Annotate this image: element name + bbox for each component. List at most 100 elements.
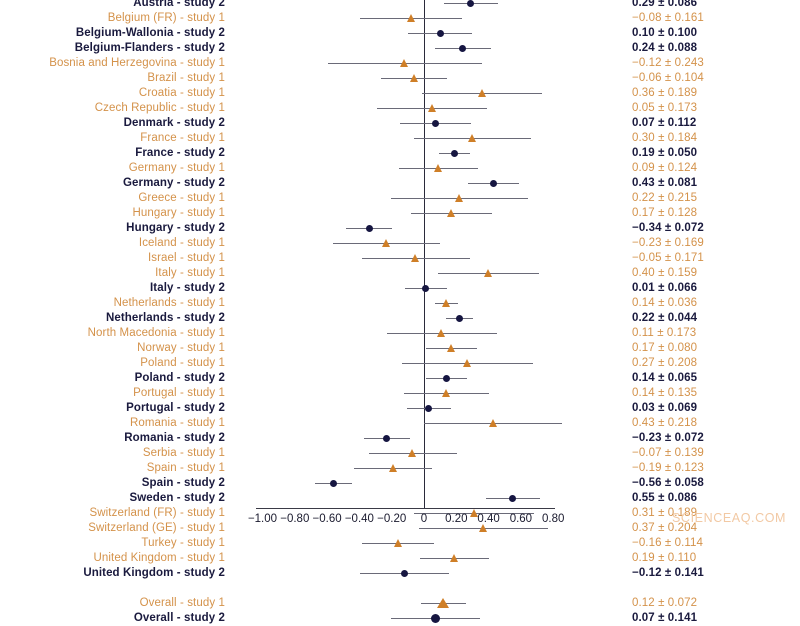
table-row: Netherlands - study 2 0.22 ± 0.044 <box>0 311 800 326</box>
study2-point-marker <box>383 434 391 442</box>
study-label: Germany - study 2 <box>122 177 225 189</box>
effect-size-value: 0.17 ± 0.080 <box>632 342 698 354</box>
study-label: United Kingdom - study 2 <box>83 567 225 579</box>
table-row: Croatia - study 1 0.36 ± 0.189 <box>0 86 800 101</box>
effect-size-value: 0.05 ± 0.173 <box>632 102 698 114</box>
study1-point-marker <box>408 448 417 457</box>
table-row: Germany - study 2 0.43 ± 0.081 <box>0 176 800 191</box>
study1-point-marker <box>484 268 493 277</box>
study2-point-marker <box>330 479 338 487</box>
study-label: Romania - study 1 <box>129 417 225 429</box>
study2-point-marker <box>436 29 444 37</box>
effect-size-value: 0.07 ± 0.112 <box>632 117 697 129</box>
study2-point-marker <box>365 224 373 232</box>
table-row: Czech Republic - study 1 0.05 ± 0.173 <box>0 101 800 116</box>
study2-point-marker <box>431 119 439 127</box>
table-row: Overall - study 2 0.07 ± 0.141 <box>0 611 800 626</box>
effect-size-value: 0.37 ± 0.204 <box>632 522 698 534</box>
study1-point-marker <box>467 133 476 142</box>
study-label: Greece - study 1 <box>138 192 225 204</box>
table-row: Netherlands - study 1 0.14 ± 0.036 <box>0 296 800 311</box>
table-row: Turkey - study 1 −0.16 ± 0.114 <box>0 536 800 551</box>
study-label: Netherlands - study 1 <box>113 297 225 309</box>
study2-point-marker <box>459 44 467 52</box>
table-row: Romania - study 1 0.43 ± 0.218 <box>0 416 800 431</box>
table-row: North Macedonia - study 1 0.11 ± 0.173 <box>0 326 800 341</box>
study-label: Switzerland (FR) - study 1 <box>89 507 225 519</box>
effect-size-value: 0.40 ± 0.159 <box>632 267 698 279</box>
study1-point-marker <box>427 103 436 112</box>
effect-size-value: 0.10 ± 0.100 <box>632 27 698 39</box>
study1-point-marker <box>446 343 455 352</box>
study1-point-marker <box>434 163 443 172</box>
study1-point-marker <box>388 463 397 472</box>
table-row: Sweden - study 2 0.55 ± 0.086 <box>0 491 800 506</box>
study2-point-marker <box>467 0 475 7</box>
study-label: Bosnia and Herzegovina - study 1 <box>49 57 225 69</box>
study-label: Brazil - study 1 <box>147 72 225 84</box>
table-row: Hungary - study 1 0.17 ± 0.128 <box>0 206 800 221</box>
study1-point-marker <box>479 523 488 532</box>
x-tick-label: 0.20 <box>445 513 468 525</box>
study-label: Belgium-Flanders - study 2 <box>74 42 225 54</box>
x-tick-label: −0.40 <box>344 513 374 525</box>
effect-size-value: −0.08 ± 0.161 <box>632 12 704 24</box>
table-row: Belgium-Wallonia - study 2 0.10 ± 0.100 <box>0 26 800 41</box>
study1-point-marker <box>450 553 459 562</box>
study1-point-marker <box>409 73 418 82</box>
study2-point-marker <box>509 494 517 502</box>
table-row: France - study 2 0.19 ± 0.050 <box>0 146 800 161</box>
study-label: Overall - study 1 <box>139 597 225 609</box>
study-label: Belgium (FR) - study 1 <box>107 12 225 24</box>
spacer-row <box>0 581 800 596</box>
study-label: Poland - study 1 <box>140 357 225 369</box>
study1-point-marker <box>442 298 451 307</box>
study-label: Belgium-Wallonia - study 2 <box>75 27 225 39</box>
study-label: Austria - study 2 <box>133 0 225 9</box>
effect-size-value: −0.06 ± 0.104 <box>632 72 704 84</box>
effect-size-value: 0.31 ± 0.189 <box>632 507 698 519</box>
effect-size-value: 0.14 ± 0.135 <box>632 387 698 399</box>
table-row: Overall - study 1 0.12 ± 0.072 <box>0 596 800 611</box>
effect-size-value: 0.19 ± 0.110 <box>632 552 697 564</box>
table-row: Italy - study 1 0.40 ± 0.159 <box>0 266 800 281</box>
effect-size-value: 0.29 ± 0.086 <box>632 0 698 9</box>
x-axis-line <box>256 508 555 509</box>
study1-point-marker <box>477 88 486 97</box>
study1-point-marker <box>455 193 464 202</box>
x-tick-label: −0.60 <box>312 513 342 525</box>
study-label: Israel - study 1 <box>147 252 225 264</box>
table-row: Romania - study 2 −0.23 ± 0.072 <box>0 431 800 446</box>
table-row: Austria - study 2 0.29 ± 0.086 <box>0 0 800 11</box>
effect-size-value: −0.16 ± 0.114 <box>632 537 704 549</box>
study1-point-marker <box>393 538 402 547</box>
study-label: Croatia - study 1 <box>138 87 225 99</box>
study-label: Hungary - study 2 <box>126 222 225 234</box>
effect-size-value: 0.14 ± 0.036 <box>632 297 698 309</box>
effect-size-value: −0.56 ± 0.058 <box>632 477 704 489</box>
study2-point-marker <box>401 569 409 577</box>
x-tick-label: −0.20 <box>377 513 407 525</box>
table-row: Spain - study 1 −0.19 ± 0.123 <box>0 461 800 476</box>
study-label: Portugal - study 2 <box>126 402 225 414</box>
study1-point-marker <box>442 388 451 397</box>
study-label: Switzerland (GE) - study 1 <box>88 522 225 534</box>
effect-size-value: 0.07 ± 0.141 <box>632 612 698 624</box>
table-row: Portugal - study 2 0.03 ± 0.069 <box>0 401 800 416</box>
effect-size-value: −0.23 ± 0.169 <box>632 237 704 249</box>
study-label: Overall - study 2 <box>133 612 225 624</box>
study2-point-marker <box>430 613 440 623</box>
study2-point-marker <box>422 284 430 292</box>
effect-size-value: 0.22 ± 0.215 <box>632 192 698 204</box>
table-row: Serbia - study 1 −0.07 ± 0.139 <box>0 446 800 461</box>
table-row: Belgium-Flanders - study 2 0.24 ± 0.088 <box>0 41 800 56</box>
study1-point-marker <box>411 253 420 262</box>
study-label: Spain - study 2 <box>141 477 225 489</box>
study-label: Germany - study 1 <box>128 162 225 174</box>
study-label: Hungary - study 1 <box>132 207 225 219</box>
effect-size-value: 0.12 ± 0.072 <box>632 597 698 609</box>
study-label: Spain - study 1 <box>146 462 225 474</box>
study-label: Czech Republic - study 1 <box>94 102 225 114</box>
x-tick-label: 0.80 <box>541 513 565 525</box>
study2-point-marker <box>451 149 459 157</box>
